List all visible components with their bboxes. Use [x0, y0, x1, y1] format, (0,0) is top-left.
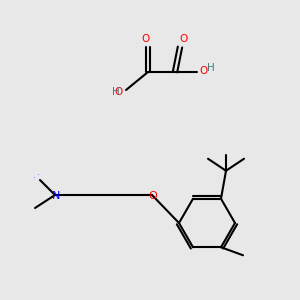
Text: H: H [112, 87, 120, 97]
Text: H: H [207, 63, 215, 73]
Text: O: O [141, 34, 149, 44]
Text: O: O [148, 191, 158, 201]
Text: O: O [199, 66, 207, 76]
Text: O: O [115, 87, 123, 97]
Text: O: O [179, 34, 187, 44]
Text: N: N [52, 191, 60, 201]
